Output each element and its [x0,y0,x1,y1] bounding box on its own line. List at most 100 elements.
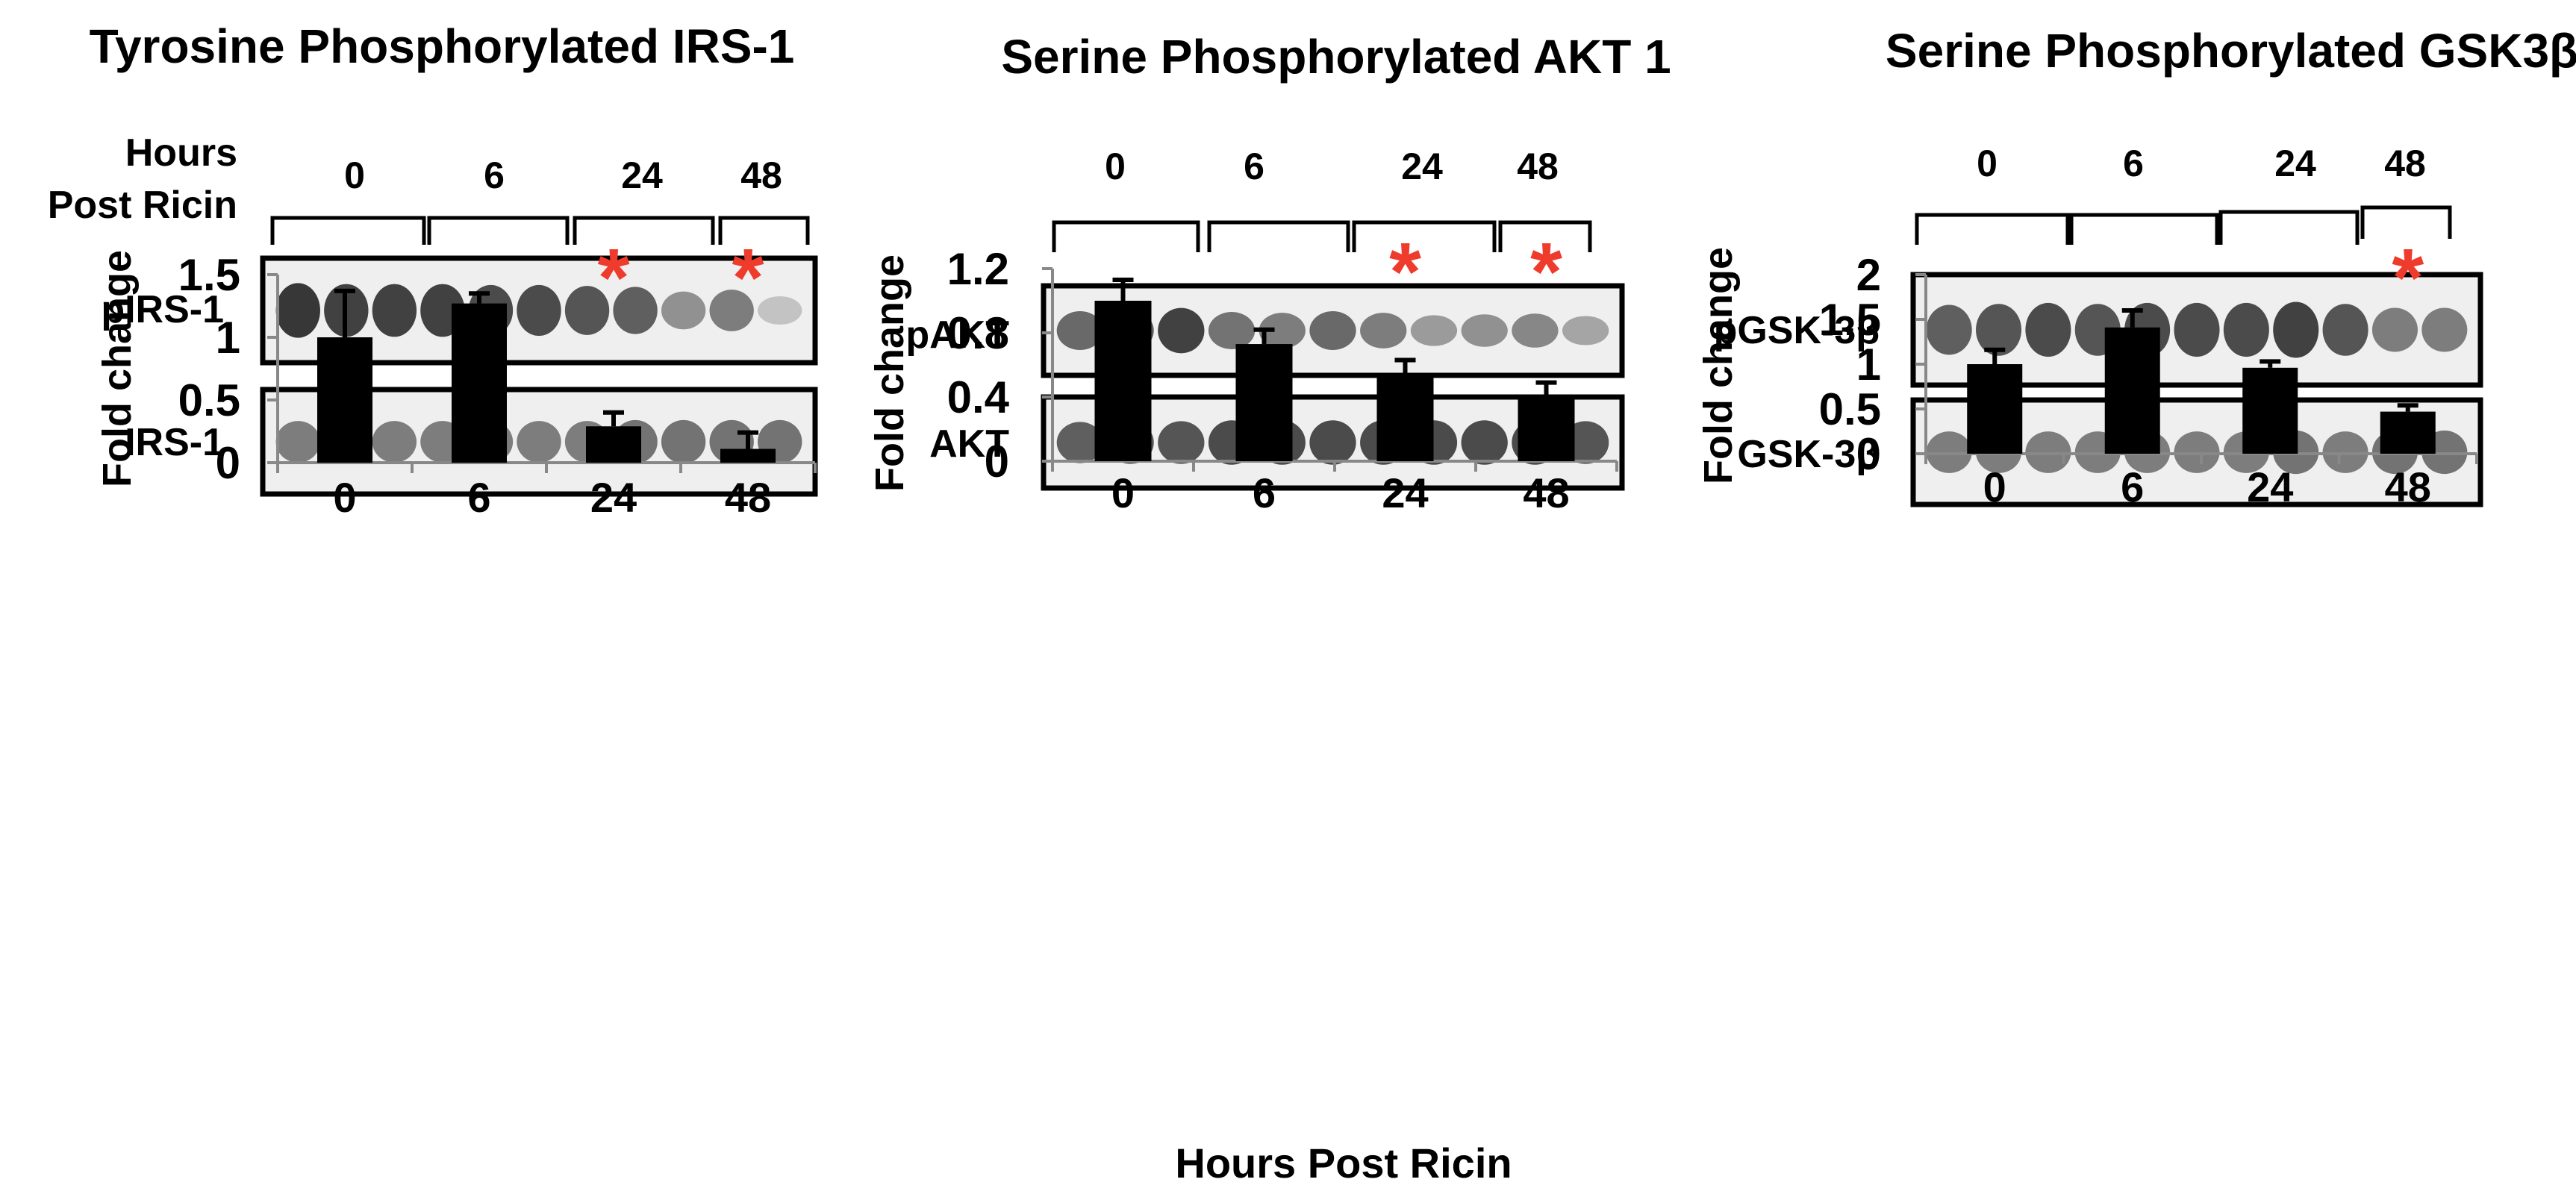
western-blot [1910,272,2483,388]
blot-band [1158,421,1205,464]
blot-band [2223,302,2269,357]
blot-band [1360,313,1407,348]
y-tick-label: 1.2 [947,244,1009,294]
bar [586,426,641,463]
lane-time-label: 0 [344,154,365,196]
lane-time-label: 24 [2274,143,2316,184]
panel-title: Serine Phosphorylated AKT 1 [1001,30,1671,84]
x-tick-label: 24 [1382,469,1428,516]
blot-label: IRS-1 [125,421,224,464]
bar [720,448,776,463]
lane-bracket [1498,220,1592,252]
blot-label: AKT [929,422,1009,466]
blot-band [1461,314,1508,347]
y-tick-label: 0 [216,438,240,488]
blot-band [1056,310,1104,351]
lane-time-label: 24 [621,154,663,196]
blot-band [2421,307,2468,352]
x-tick-label: 6 [467,474,490,521]
blot-label: pAKT [905,313,1009,357]
blot-band [564,286,610,335]
blot-band [517,284,561,337]
bar [1094,301,1152,461]
significance-star: * [598,232,630,324]
x-tick-label: 48 [725,474,771,521]
lane-time-label: 0 [1977,143,1998,184]
lane-time-label: 48 [1517,146,1559,187]
blot-band [1512,313,1559,348]
y-tick-label: 0 [1856,429,1881,479]
bar [2104,327,2160,454]
blot-band [1259,313,1306,348]
lane-time-label: 6 [2123,143,2144,184]
lane-time-label: 6 [1244,146,1264,187]
x-tick-label: 6 [1253,469,1276,516]
lane-bracket [427,216,570,245]
panel-akt1: Serine Phosphorylated AKT 1 0 6 24 48 pA… [867,30,1671,516]
blot-band [275,421,320,463]
y-axis-title: Fold change [1696,247,1741,484]
x-tick-label: 24 [590,474,637,521]
significance-star: * [732,232,764,324]
x-tick-label: 0 [1111,469,1135,516]
bar [1376,376,1434,461]
lane-bracket [573,216,715,245]
x-tick-label: 48 [2385,463,2431,510]
blot-band [2025,302,2071,357]
lane-time-label: 48 [740,154,782,196]
blot-band [709,290,754,331]
blot-band [2322,304,2368,356]
hours-label-line-2: Post Ricin [48,184,237,227]
blot-band [1461,420,1508,465]
bar [317,337,372,463]
blot-band [275,283,320,338]
bar-chart: 0 0.5 1 1.5 0 6 24 * 48 * Fold change [95,232,817,521]
blot-band [1208,312,1256,349]
lane-time-label: 0 [1105,146,1126,187]
blot-band [1410,315,1458,346]
lane-bracket [270,216,426,245]
y-tick-label: 1.5 [178,250,240,300]
bar [452,303,507,463]
y-axis-title: Fold change [95,250,140,487]
y-tick-label: 1 [216,313,240,363]
lane-bracket [2218,210,2360,245]
blot-bands [1926,301,2468,358]
lane-bracket [1052,220,1200,252]
blot-band [613,287,658,334]
lane-bracket [2069,213,2219,245]
y-tick-label: 0.8 [947,308,1009,358]
blot-band [1562,316,1609,346]
blot-band [661,419,706,464]
x-tick-label: 0 [333,474,356,521]
significance-star: * [1530,226,1562,318]
bar [2242,367,2298,454]
blot-band [1976,304,2022,356]
lane-bracket [2360,205,2452,239]
y-tick-label: 1.5 [1819,295,1881,345]
blot-band [2273,301,2319,358]
lane-bracket [718,216,810,245]
y-tick-label: 1 [1856,340,1881,390]
bar [1967,364,2023,454]
bar [2380,411,2436,454]
x-tick-label: 0 [1983,463,2006,510]
y-tick-label: 0.4 [947,372,1010,422]
bar-chart: 00.511.520 6 24 48*Fold change [1696,232,2478,510]
blot-label: pIRS-1 [101,288,224,331]
blot-label: pGSK-3β [1714,309,1880,352]
y-tick-label: 0.5 [1819,384,1881,434]
y-tick-label: 0.5 [178,375,240,425]
y-tick-label: 2 [1856,250,1881,300]
x-axis-title: Hours Post Ricin [1175,1140,1512,1187]
blot-band [1309,420,1356,465]
bar [1235,344,1293,461]
lane-time-label: 48 [2384,143,2426,184]
blot-label: GSK-3β [1737,433,1880,476]
blot-band [517,421,561,463]
lane-bracket [1352,220,1497,252]
blot-band [758,296,802,325]
bar-chart: 0 0.4 0.8 1.2 0 6 24 * 48 * Fold change [867,226,1618,516]
blot-band [661,291,706,330]
